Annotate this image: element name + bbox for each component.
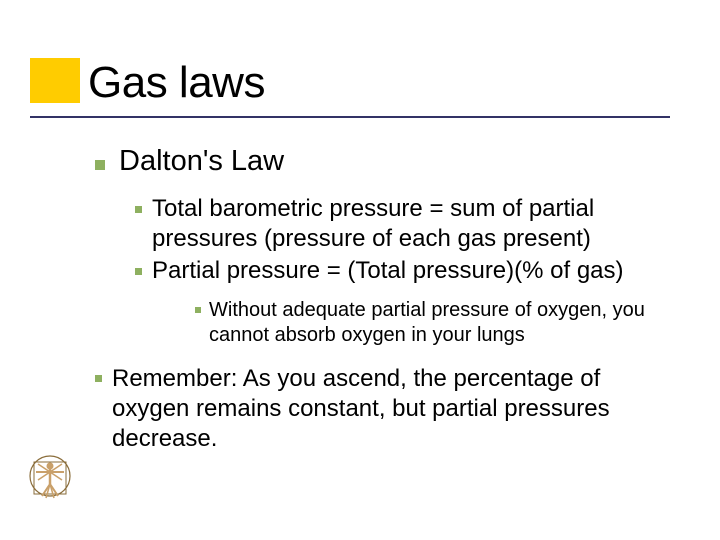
- square-bullet-icon: [95, 375, 102, 382]
- slide-title: Gas laws: [30, 58, 265, 108]
- bullet-text: Dalton's Law: [119, 145, 284, 178]
- slide-content: Dalton's Law Total barometric pressure =…: [95, 145, 680, 454]
- square-bullet-icon: [95, 160, 105, 170]
- bullet-text: Without adequate partial pressure of oxy…: [209, 298, 680, 348]
- bullet-text: Partial pressure = (Total pressure)(% of…: [152, 256, 624, 286]
- square-bullet-icon: [195, 307, 201, 313]
- vitruvian-man-icon: [28, 454, 72, 502]
- square-bullet-icon: [135, 206, 142, 213]
- bullet-level2: Total barometric pressure = sum of parti…: [135, 194, 680, 254]
- bullet-text: Total barometric pressure = sum of parti…: [152, 194, 680, 254]
- bullet-level3: Without adequate partial pressure of oxy…: [195, 298, 680, 348]
- slide-title-block: Gas laws: [30, 58, 265, 108]
- bullet-level2: Partial pressure = (Total pressure)(% of…: [135, 256, 680, 286]
- bullet-level1: Remember: As you ascend, the percentage …: [95, 364, 680, 454]
- bullet-level1: Dalton's Law: [95, 145, 680, 178]
- square-bullet-icon: [135, 268, 142, 275]
- title-underline: [30, 116, 670, 118]
- bullet-text: Remember: As you ascend, the percentage …: [112, 364, 680, 454]
